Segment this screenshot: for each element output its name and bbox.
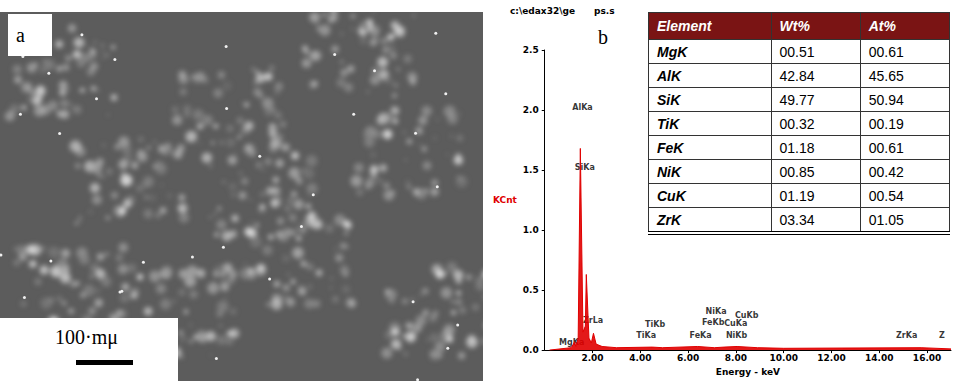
html-text:a: a — [16, 24, 25, 46]
svg-text:2.0: 2.0 — [523, 105, 539, 115]
svg-text:SiKa: SiKa — [575, 163, 595, 172]
html-text:00.51: 00.51 — [779, 43, 815, 60]
svg-text:KCnt: KCnt — [493, 195, 518, 205]
svg-text:CuKa: CuKa — [724, 319, 747, 328]
html-text:45.65: 45.65 — [868, 67, 904, 84]
html-text:00.54: 00.54 — [868, 187, 904, 204]
svg-text:12.00: 12.00 — [817, 353, 845, 363]
html-text:100·mμ: 100·mμ — [55, 326, 118, 348]
svg-text:TiKa: TiKa — [636, 331, 656, 340]
html-text:00.85: 00.85 — [779, 163, 815, 180]
svg-text:Energy - keV: Energy - keV — [716, 367, 780, 377]
html-text:01.19: 01.19 — [779, 187, 815, 204]
html-text:At%: At% — [868, 18, 896, 34]
svg-text:NiKb: NiKb — [726, 331, 748, 340]
html-text:FeK: FeK — [657, 139, 684, 156]
html-text:00.42: 00.42 — [868, 163, 904, 180]
svg-text:AlKa: AlKa — [572, 103, 593, 112]
html-text:AlK: AlK — [657, 67, 682, 84]
svg-text:FeKb: FeKb — [702, 318, 725, 327]
svg-text:2.5: 2.5 — [523, 45, 539, 55]
svg-text:CuKb: CuKb — [735, 310, 759, 320]
svg-text:0.5: 0.5 — [523, 285, 539, 295]
html-text:00.61: 00.61 — [868, 43, 904, 60]
svg-text:1.5: 1.5 — [523, 165, 539, 175]
svg-text:0.0: 0.0 — [523, 345, 539, 355]
html-text:NiK: NiK — [657, 163, 682, 180]
svg-text:2.00: 2.00 — [581, 353, 603, 363]
html-text:Element: Element — [657, 18, 712, 34]
html-text:01.18: 01.18 — [779, 139, 815, 156]
html-text:49.77: 49.77 — [779, 91, 815, 108]
svg-text:16.00: 16.00 — [913, 353, 941, 363]
svg-text:8.00: 8.00 — [725, 353, 747, 363]
html-text:SiK: SiK — [657, 91, 681, 108]
html-text:MgK: MgK — [657, 43, 688, 60]
html-text:01.05: 01.05 — [868, 211, 904, 228]
svg-text:NiKa: NiKa — [706, 307, 727, 316]
svg-text:Z: Z — [939, 331, 945, 340]
svg-text:TiKb: TiKb — [645, 320, 665, 329]
svg-text:ZrLa: ZrLa — [583, 315, 604, 325]
html-text:42.84: 42.84 — [779, 67, 815, 84]
svg-text:14.00: 14.00 — [865, 353, 893, 363]
svg-text:6.00: 6.00 — [677, 353, 699, 363]
html-text:CuK: CuK — [657, 187, 686, 204]
svg-text:ZrKa: ZrKa — [896, 331, 917, 340]
svg-text:4.00: 4.00 — [629, 353, 651, 363]
html-text:50.94: 50.94 — [868, 91, 904, 108]
svg-text:FeKa: FeKa — [690, 331, 712, 340]
svg-text:10.00: 10.00 — [769, 353, 797, 363]
html-text:00.61: 00.61 — [868, 139, 904, 156]
html-text:Wt%: Wt% — [779, 18, 810, 34]
html-text:ps.s: ps.s — [594, 6, 615, 16]
html-text:c:\edax32\ge: c:\edax32\ge — [510, 6, 575, 16]
svg-text:1.0: 1.0 — [523, 225, 539, 235]
html-text:00.19: 00.19 — [868, 115, 904, 132]
html-text:03.34: 03.34 — [779, 211, 815, 228]
html-text:00.32: 00.32 — [779, 115, 815, 132]
html-text:TiK: TiK — [657, 115, 680, 132]
html-text:ZrK: ZrK — [657, 211, 682, 228]
html-text:b: b — [598, 26, 608, 48]
